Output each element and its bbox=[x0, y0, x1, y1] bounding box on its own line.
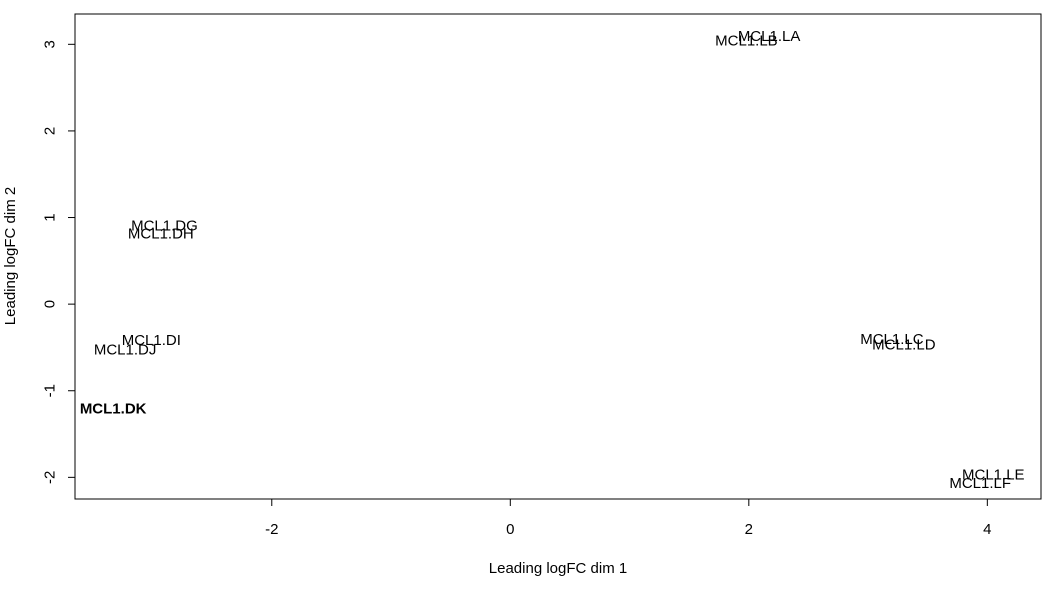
plot-frame bbox=[74, 13, 1042, 500]
point-label: MCL1.LC bbox=[860, 331, 924, 348]
point-label: MCL1.DK bbox=[80, 400, 147, 417]
y-tick-label: 1 bbox=[42, 213, 59, 221]
y-axis-title: Leading logFC dim 2 bbox=[2, 187, 19, 325]
x-tick-label: 2 bbox=[745, 521, 753, 538]
y-tick-label: 2 bbox=[42, 127, 59, 135]
y-tick-label: 0 bbox=[42, 300, 59, 308]
x-axis-title: Leading logFC dim 1 bbox=[489, 560, 627, 577]
point-label: MCL1.LA bbox=[738, 28, 801, 45]
point-label: MCL1.LB bbox=[715, 32, 778, 49]
point-label: MCL1.DJ bbox=[94, 342, 157, 359]
point-label: MCL1.LD bbox=[872, 336, 936, 353]
point-label: MCL1.DH bbox=[128, 225, 194, 242]
point-labels: MCL1.LAMCL1.LBMCL1.DGMCL1.DHMCL1.DIMCL1.… bbox=[80, 28, 1025, 492]
x-tick-label: -2 bbox=[265, 521, 278, 538]
x-tick-label: 0 bbox=[506, 521, 514, 538]
y-tick-label: 3 bbox=[42, 40, 59, 48]
point-label: MCL1.DG bbox=[131, 218, 198, 235]
x-axis: -2 0 2 4 bbox=[265, 498, 992, 538]
y-axis: -2 -1 0 1 2 3 bbox=[42, 40, 76, 484]
y-tick-label: -1 bbox=[42, 384, 59, 397]
point-label: MCL1.DI bbox=[122, 332, 181, 349]
point-label: MCL1.LE bbox=[962, 466, 1025, 483]
y-tick-label: -2 bbox=[42, 471, 59, 484]
x-tick-label: 4 bbox=[983, 521, 991, 538]
point-label: MCL1.LF bbox=[949, 475, 1011, 492]
